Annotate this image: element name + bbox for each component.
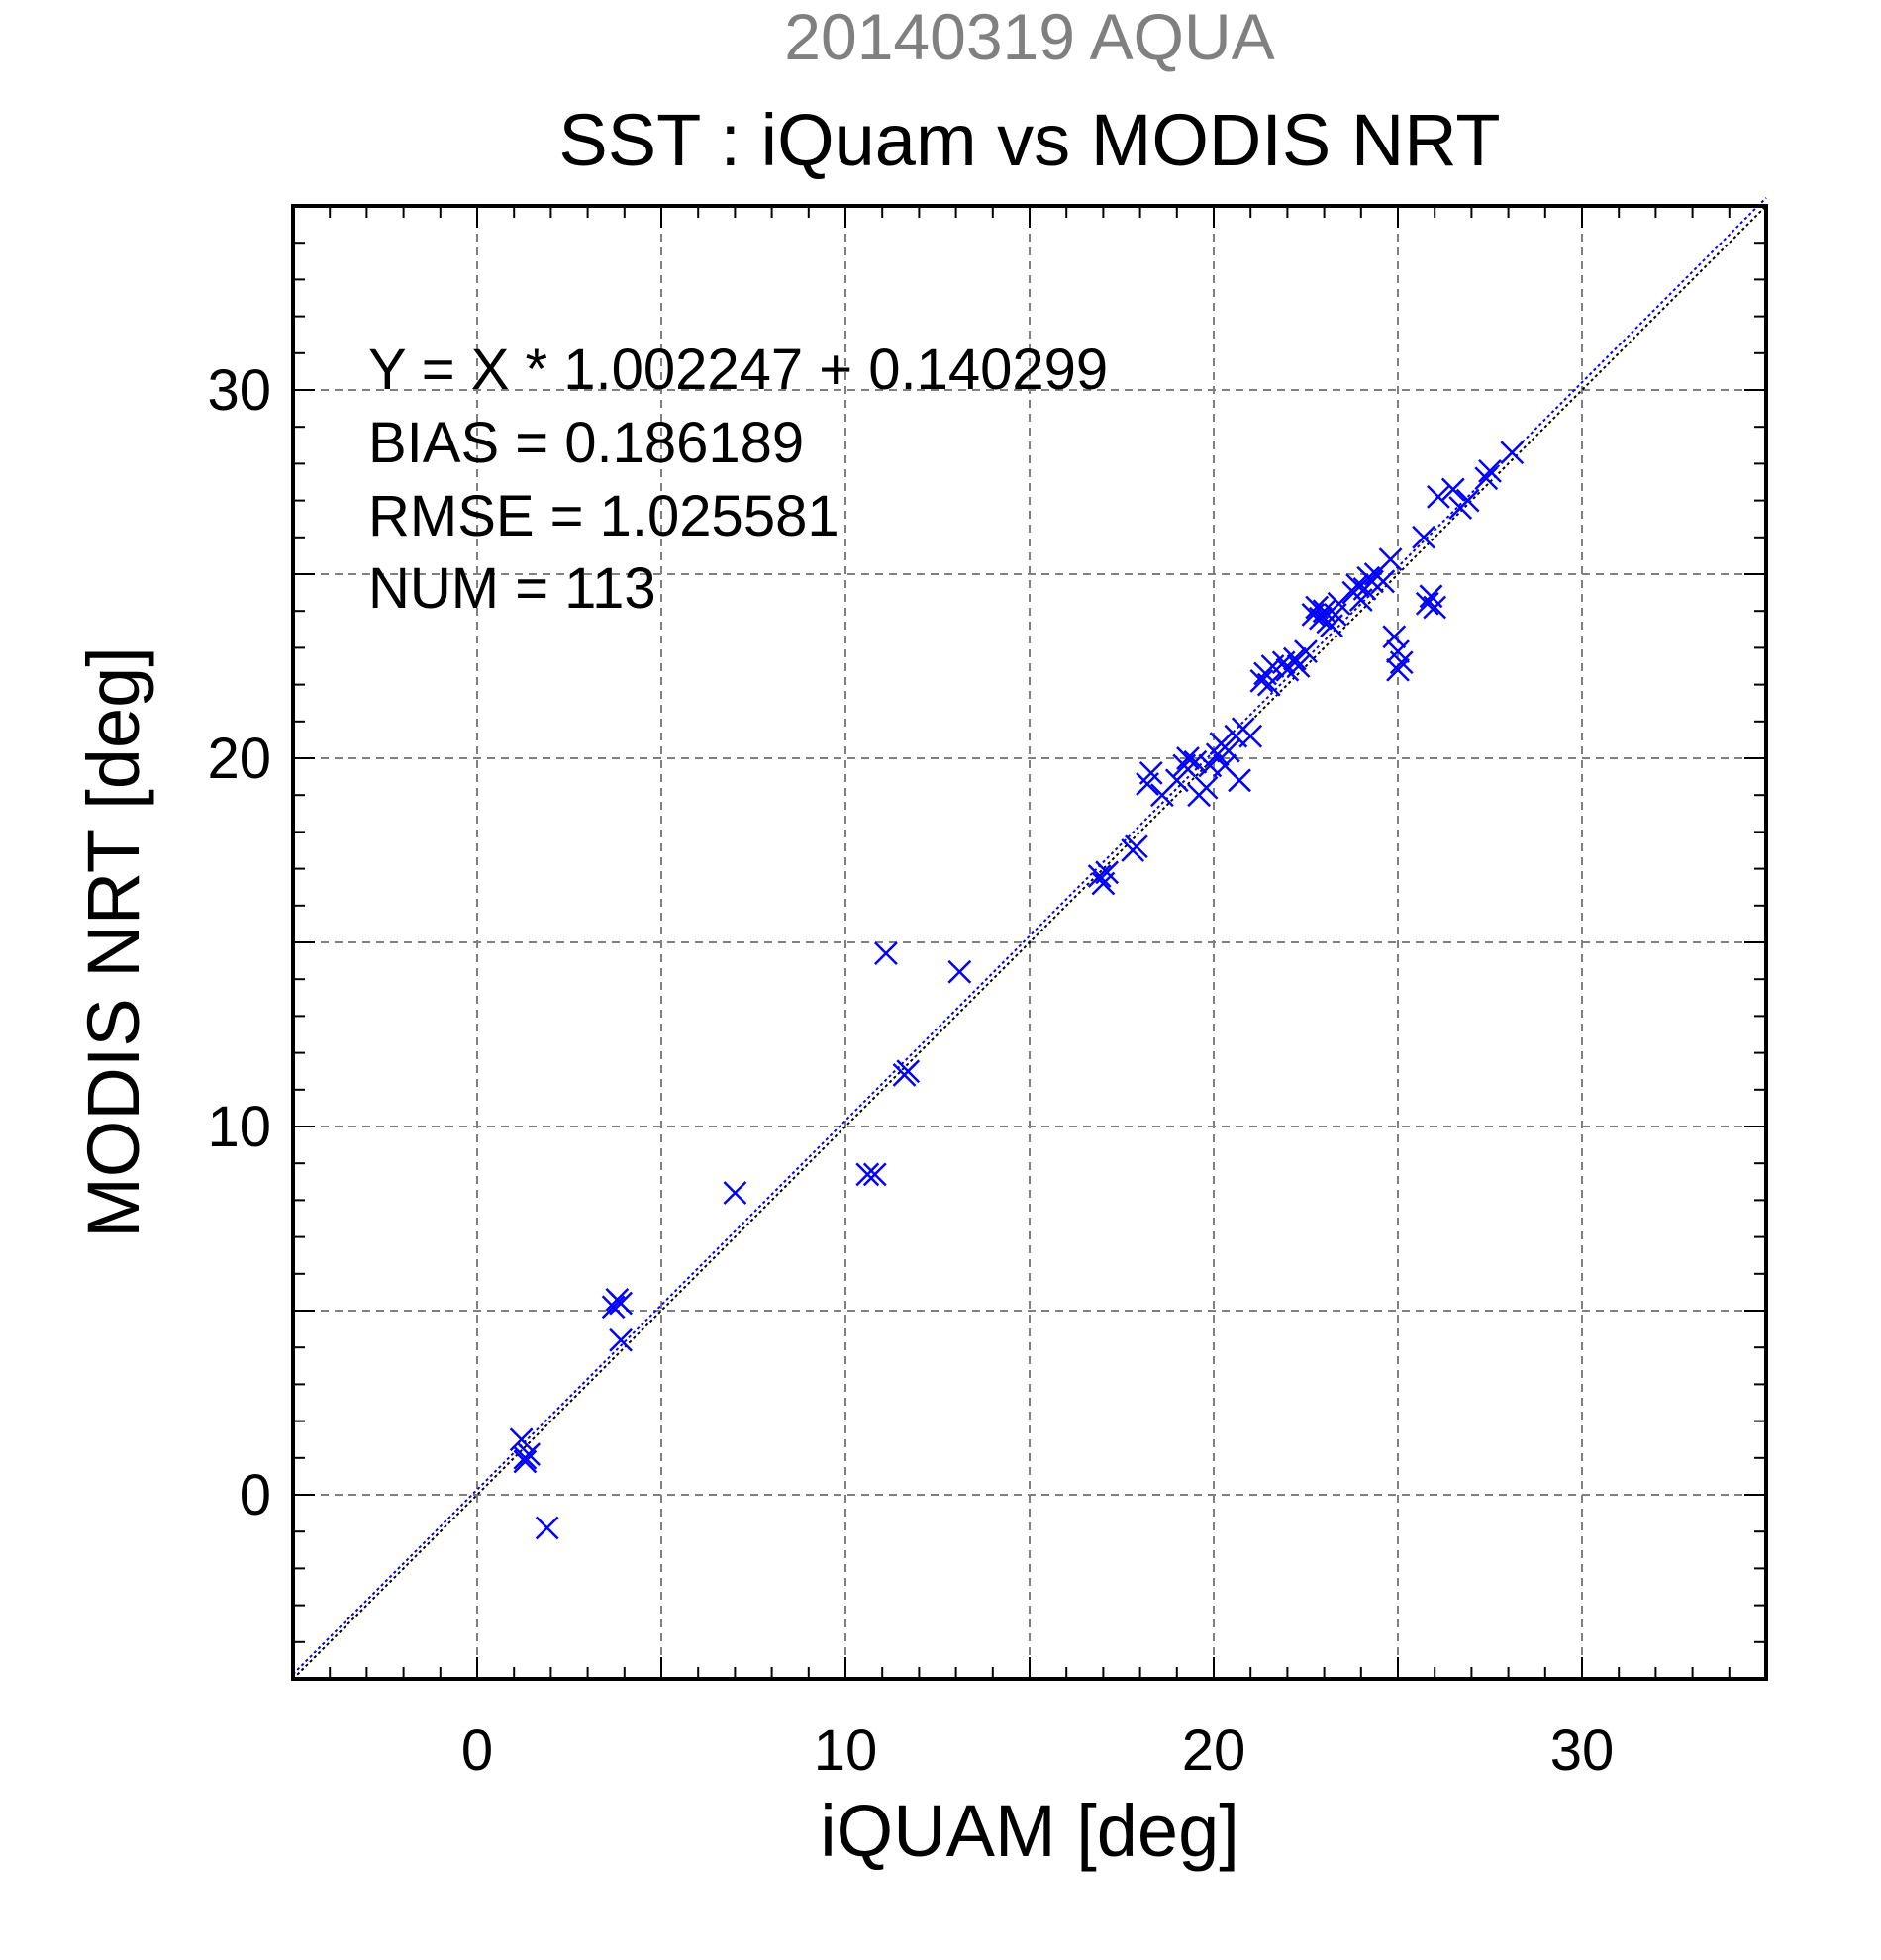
stats-block: Y = X * 1.002247 + 0.140299 BIAS = 0.186… (368, 338, 1108, 621)
data-point (1164, 768, 1189, 793)
data-point (1308, 606, 1333, 631)
y-tick-label: 10 (207, 1095, 271, 1159)
data-point (1427, 484, 1450, 509)
data-point (1423, 595, 1447, 620)
data-point (896, 1059, 921, 1084)
data-point (1345, 573, 1369, 598)
x-tick-label: 30 (1550, 1718, 1615, 1783)
data-point (609, 1327, 633, 1352)
data-point (1095, 860, 1120, 885)
data-points (509, 441, 1525, 1540)
data-point (1500, 441, 1525, 465)
data-point (1389, 650, 1414, 675)
rmse-value: RMSE = 1.025581 (368, 484, 840, 548)
data-point (1415, 591, 1439, 616)
data-point (1478, 458, 1502, 483)
data-point (1194, 775, 1219, 800)
data-point (513, 1449, 538, 1474)
data-point (1228, 768, 1251, 793)
data-point (1138, 760, 1163, 785)
plot-frame (291, 204, 1768, 1681)
data-point (1282, 646, 1307, 671)
data-point (862, 1162, 887, 1187)
identity-line (292, 205, 1767, 1680)
y-axis-label: MODIS NRT [deg] (72, 646, 154, 1238)
y-tick-label: 20 (207, 727, 271, 791)
reference-lines (292, 197, 1767, 1680)
data-point (1382, 625, 1407, 649)
data-point (947, 959, 972, 984)
data-point (1176, 746, 1200, 770)
data-point (1386, 657, 1410, 682)
data-point (1294, 639, 1318, 664)
count-value: NUM = 113 (368, 556, 656, 621)
data-point (517, 1442, 541, 1466)
data-point (1412, 525, 1436, 549)
data-point (1286, 654, 1311, 678)
y-tick-label: 30 (207, 358, 271, 423)
data-point (1455, 488, 1480, 513)
data-point (1238, 724, 1263, 748)
regression-equation: Y = X * 1.002247 + 0.140299 (368, 338, 1108, 402)
data-point (601, 1295, 626, 1320)
bias-value: BIAS = 0.186189 (368, 411, 804, 475)
data-point (609, 1291, 633, 1316)
data-point (1378, 547, 1403, 572)
data-point (1249, 668, 1274, 693)
data-point (1327, 591, 1351, 616)
x-axis-label: iQUAM [deg] (820, 1790, 1239, 1872)
data-point (1360, 569, 1384, 594)
data-point (1216, 738, 1240, 763)
data-point (1474, 466, 1499, 491)
chart-supertitle: 20140319 AQUA (784, 0, 1274, 73)
chart-title: SST : iQuam vs MODIS NRT (558, 99, 1500, 181)
data-point (1124, 834, 1148, 859)
data-point (1256, 672, 1281, 697)
data-point (509, 1427, 534, 1452)
data-point (1440, 477, 1465, 502)
tick-labels: 0 10 20 30 0 10 20 30 (207, 358, 1614, 1783)
x-tick-label: 20 (1182, 1718, 1246, 1783)
data-point (535, 1516, 559, 1540)
data-point (1087, 864, 1112, 888)
data-point (874, 941, 898, 966)
x-tick-label: 10 (814, 1718, 878, 1783)
data-point (1183, 749, 1208, 774)
y-tick-label: 0 (240, 1463, 271, 1527)
x-tick-label: 0 (461, 1718, 493, 1783)
data-point (1371, 569, 1396, 594)
data-point (723, 1181, 747, 1205)
data-point (855, 1162, 880, 1187)
